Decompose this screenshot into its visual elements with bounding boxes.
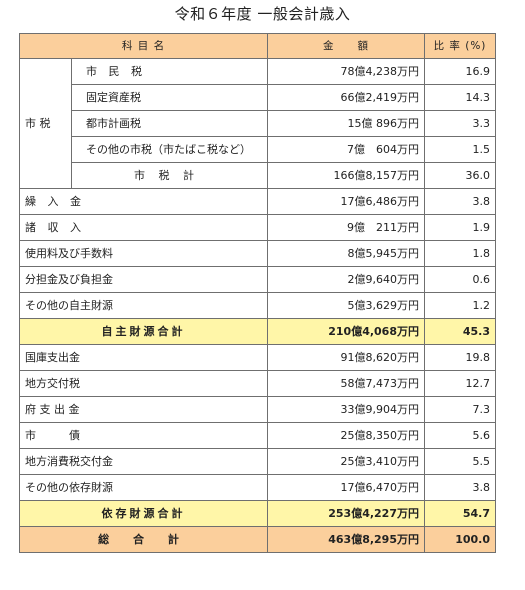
header-item: 科 目 名: [19, 33, 268, 59]
row-label: 繰 入 金: [19, 188, 268, 215]
table-row: 固定資産税 66億2,419万円 14.3: [20, 84, 496, 111]
row-ratio: 12.7: [424, 370, 496, 397]
table-row: 地方交付税 58億7,473万円 12.7: [19, 370, 496, 397]
row-ratio: 45.3: [424, 318, 496, 345]
row-amount: 25億3,410万円: [267, 448, 425, 475]
table-header-row: 科 目 名 金 額 比 率 (%): [19, 33, 496, 59]
table-row: 市 債 25億8,350万円 5.6: [19, 422, 496, 449]
row-amount: 91億8,620万円: [267, 344, 425, 371]
table-row: 地方消費税交付金 25億3,410万円 5.5: [19, 448, 496, 475]
row-label: 府 支 出 金: [19, 396, 268, 423]
row-amount: 17億6,470万円: [267, 474, 425, 501]
row-ratio: 1.2: [424, 292, 496, 319]
row-label: 都市計画税: [71, 110, 268, 137]
row-label: 使用料及び手数料: [19, 240, 268, 267]
revenue-table: 科 目 名 金 額 比 率 (%) 市 税 市 民 税 78億4,238万円 1…: [19, 33, 496, 553]
row-ratio: 5.6: [424, 422, 496, 449]
row-label: 諸 収 入: [19, 214, 268, 241]
table-row: 府 支 出 金 33億9,904万円 7.3: [19, 396, 496, 423]
row-ratio: 3.8: [424, 188, 496, 215]
own-revenue-total-row: 自主財源合計 210億4,068万円 45.3: [19, 318, 496, 345]
row-label: 市 債: [19, 422, 268, 449]
table-row: その他の自主財源 5億3,629万円 1.2: [19, 292, 496, 319]
row-ratio: 16.9: [424, 58, 496, 85]
row-amount: 33億9,904万円: [267, 396, 425, 423]
table-row: 繰 入 金 17億6,486万円 3.8: [19, 188, 496, 215]
row-ratio: 100.0: [424, 526, 496, 553]
table-row: 市 税 市 民 税 78億4,238万円 16.9: [19, 58, 496, 189]
row-ratio: 7.3: [424, 396, 496, 423]
row-amount: 9億 211万円: [267, 214, 425, 241]
header-ratio: 比 率 (%): [424, 33, 496, 59]
row-label: 市 税 計: [71, 162, 268, 189]
row-label: 国庫支出金: [19, 344, 268, 371]
table-row: 分担金及び負担金 2億9,640万円 0.6: [19, 266, 496, 293]
row-label: 市 民 税: [71, 58, 268, 85]
shizei-group-label: 市 税: [19, 58, 72, 189]
header-amount: 金 額: [267, 33, 425, 59]
row-ratio: 19.8: [424, 344, 496, 371]
row-amount: 7億 604万円: [267, 136, 425, 163]
row-amount: 66億2,419万円: [267, 84, 425, 111]
row-label: 総 合 計: [19, 526, 268, 553]
row-amount: 25億8,350万円: [267, 422, 425, 449]
row-ratio: 1.9: [424, 214, 496, 241]
row-amount: 78億4,238万円: [267, 58, 425, 85]
row-label: その他の市税（市たばこ税など）: [71, 136, 268, 163]
row-ratio: 1.5: [424, 136, 496, 163]
row-amount: 210億4,068万円: [267, 318, 425, 345]
row-label: 地方消費税交付金: [19, 448, 268, 475]
row-ratio: 14.3: [424, 84, 496, 111]
row-label: 自主財源合計: [19, 318, 268, 345]
grand-total-row: 総 合 計 463億8,295万円 100.0: [19, 526, 496, 553]
table-row: 諸 収 入 9億 211万円 1.9: [19, 214, 496, 241]
row-amount: 8億5,945万円: [267, 240, 425, 267]
table-row: 都市計画税 15億 896万円 3.3: [20, 110, 496, 137]
row-amount: 166億8,157万円: [267, 162, 425, 189]
row-label: 分担金及び負担金: [19, 266, 268, 293]
row-amount: 463億8,295万円: [267, 526, 425, 553]
row-ratio: 3.3: [424, 110, 496, 137]
row-label: その他の依存財源: [19, 474, 268, 501]
row-ratio: 0.6: [424, 266, 496, 293]
table-row: その他の依存財源 17億6,470万円 3.8: [19, 474, 496, 501]
row-amount: 253億4,227万円: [267, 500, 425, 527]
dependent-revenue-total-row: 依存財源合計 253億4,227万円 54.7: [19, 500, 496, 527]
row-ratio: 3.8: [424, 474, 496, 501]
page-title: 令和６年度 一般会計歳入: [174, 5, 351, 23]
row-label: 固定資産税: [71, 84, 268, 111]
row-amount: 2億9,640万円: [267, 266, 425, 293]
row-amount: 58億7,473万円: [267, 370, 425, 397]
row-ratio: 5.5: [424, 448, 496, 475]
row-label: その他の自主財源: [19, 292, 268, 319]
row-amount: 15億 896万円: [267, 110, 425, 137]
table-row: 国庫支出金 91億8,620万円 19.8: [19, 344, 496, 371]
table-row: その他の市税（市たばこ税など） 7億 604万円 1.5: [20, 136, 496, 163]
row-label: 地方交付税: [19, 370, 268, 397]
row-ratio: 1.8: [424, 240, 496, 267]
row-ratio: 54.7: [424, 500, 496, 527]
row-label: 依存財源合計: [19, 500, 268, 527]
row-amount: 17億6,486万円: [267, 188, 425, 215]
row-amount: 5億3,629万円: [267, 292, 425, 319]
shizei-subtotal-row: 市 税 計 166億8,157万円 36.0: [20, 162, 496, 189]
row-ratio: 36.0: [424, 162, 496, 189]
table-row: 使用料及び手数料 8億5,945万円 1.8: [19, 240, 496, 267]
